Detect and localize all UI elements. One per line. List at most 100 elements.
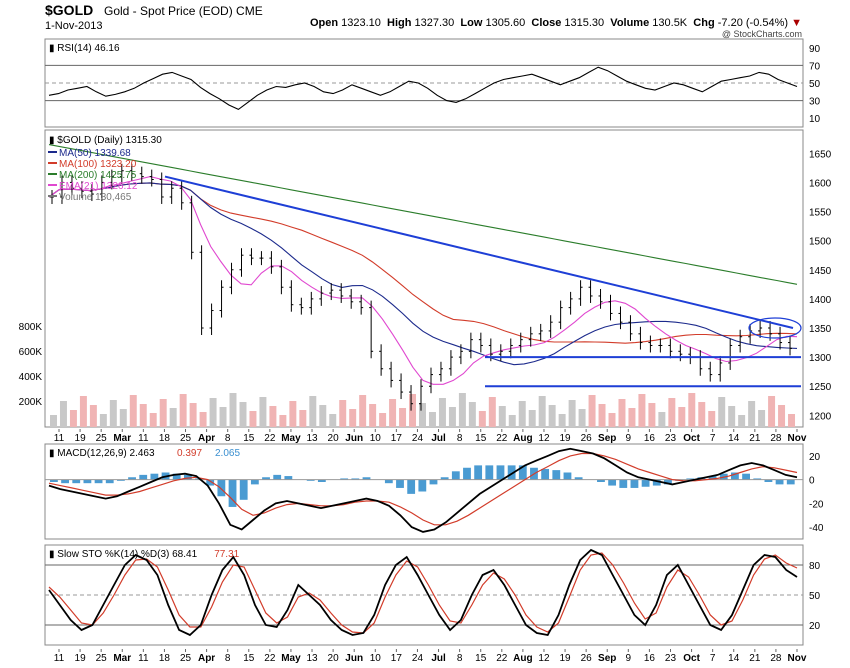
volume-bar [339, 400, 347, 427]
price-x-tick-label: 18 [159, 433, 171, 444]
macd-histogram-bar [362, 477, 371, 480]
sto-x-tick-label: 15 [243, 653, 255, 664]
price-x-tick-label: Jun [345, 433, 363, 444]
sto-y-tick-label: 20 [809, 621, 821, 632]
macd-histogram-bar [630, 479, 639, 488]
volume-bar [688, 393, 696, 427]
volume-bar [608, 413, 616, 427]
sto-x-tick-label: May [281, 653, 301, 664]
macd-histogram-bar [619, 479, 628, 488]
volume-tick-label: 600K [19, 347, 43, 358]
volume-bar [349, 409, 357, 427]
sto-k-line [48, 548, 798, 637]
volume-bar [718, 397, 726, 427]
macd-histogram-bar [463, 467, 471, 480]
sto-x-tick-label: 15 [475, 653, 487, 664]
macd-histogram-bar [775, 479, 784, 485]
volume-bar [478, 411, 486, 427]
macd-histogram-bar [217, 479, 226, 497]
sto-x-tick-label: 9 [626, 653, 632, 664]
price-x-tick-label: 24 [412, 433, 424, 444]
macd-legend-entry: 2.065 [215, 448, 240, 459]
high-value: 1327.30 [414, 17, 455, 29]
volume-bar [119, 409, 127, 427]
macd-histogram-bar [273, 474, 282, 480]
macd-histogram-bar [541, 468, 550, 480]
price-x-tick-label: 17 [391, 433, 403, 444]
sto-x-tick-label: Mar [113, 653, 131, 664]
sto-x-tick-label: 20 [328, 653, 340, 664]
price-x-tick-label: 19 [559, 433, 571, 444]
sto-x-tick-label: 10 [370, 653, 382, 664]
volume-bar [448, 407, 456, 427]
chg-label: Chg [693, 17, 715, 29]
sto-x-tick-label: 26 [581, 653, 593, 664]
sto-x-tick-label: 12 [538, 653, 550, 664]
macd-histogram-bar [552, 470, 561, 480]
description-text: Gold - Spot Price (EOD) [104, 4, 233, 18]
macd-histogram-bar [496, 465, 505, 480]
chg-value: -7.20 (-0.54%) [717, 17, 789, 29]
macd-legend-entry: ▮ MACD(12,26,9) 2.463 [49, 448, 155, 459]
volume-bar [618, 399, 626, 427]
macd-histogram-bar [384, 479, 393, 484]
close-value: 1315.30 [564, 17, 605, 29]
volume-bar [399, 408, 407, 427]
macd-y-tick-label: 0 [809, 476, 815, 487]
price-x-tick-label: 8 [457, 433, 463, 444]
volume-bar [648, 403, 656, 427]
sto-x-tick-label: Oct [683, 653, 700, 664]
volume-bar [728, 406, 736, 427]
ma50-line [48, 182, 798, 366]
macd-histogram-bar [485, 465, 494, 480]
price-legend-entry: MA(100) 1323.20 [59, 159, 137, 170]
macd-histogram-bar [228, 479, 237, 507]
price-y-tick-label: 1400 [809, 295, 832, 306]
macd-histogram-bar [94, 479, 103, 484]
volume-bar [229, 393, 237, 427]
open-label: Open [309, 17, 339, 29]
volume-bar [468, 402, 476, 427]
macd-histogram-bar [128, 477, 136, 480]
price-x-tick-label: 10 [370, 433, 382, 444]
quote-summary: Open 1323.10 High 1327.30 Low 1305.60 Cl… [310, 17, 802, 29]
volume-bar [79, 396, 87, 427]
sto-x-tick-label: 8 [225, 653, 231, 664]
price-x-tick-label: 11 [54, 433, 65, 444]
price-x-tick-label: 22 [496, 433, 508, 444]
volume-bar [528, 410, 536, 427]
sto-legend-entry: 77.31 [214, 549, 239, 560]
ticker-description: Gold - Spot Price (EOD) CME [104, 4, 263, 18]
low-label: Low [460, 17, 483, 29]
sto-x-tick-label: Nov [788, 653, 807, 664]
price-x-tick-label: Apr [198, 433, 215, 444]
volume-bar [289, 401, 297, 427]
price-y-tick-label: 1550 [809, 208, 832, 219]
exchange-label: CME [236, 4, 263, 18]
volume-bar [788, 414, 796, 427]
macd-histogram-bar [150, 473, 159, 480]
volume-bar [169, 408, 177, 427]
sto-x-tick-label: 23 [665, 653, 677, 664]
sto-x-tick-label: 16 [644, 653, 656, 664]
price-legend-entry: MA(200) 1425.75 [59, 170, 137, 181]
volume-bar [249, 411, 257, 427]
sto-x-tick-label: 18 [159, 653, 171, 664]
macd-histogram-bar [574, 477, 583, 480]
rsi-y-tick-label: 10 [809, 114, 821, 125]
chart-date: 1-Nov-2013 [45, 20, 103, 32]
volume-bar [758, 410, 766, 427]
close-label: Close [531, 17, 562, 29]
macd-histogram-bar [608, 479, 617, 486]
macd-histogram-bar [786, 479, 795, 485]
volume-label: Volume [610, 17, 650, 29]
sto-x-tick-label: 25 [96, 653, 108, 664]
rsi-y-tick-label: 30 [809, 97, 821, 108]
macd-histogram-bar [407, 479, 416, 494]
price-x-tick-label: Nov [788, 433, 807, 444]
volume-bar [409, 394, 417, 427]
volume-bar [538, 396, 546, 427]
volume-bar [458, 393, 466, 427]
volume-bar [389, 399, 397, 427]
volume-bar [698, 402, 706, 427]
